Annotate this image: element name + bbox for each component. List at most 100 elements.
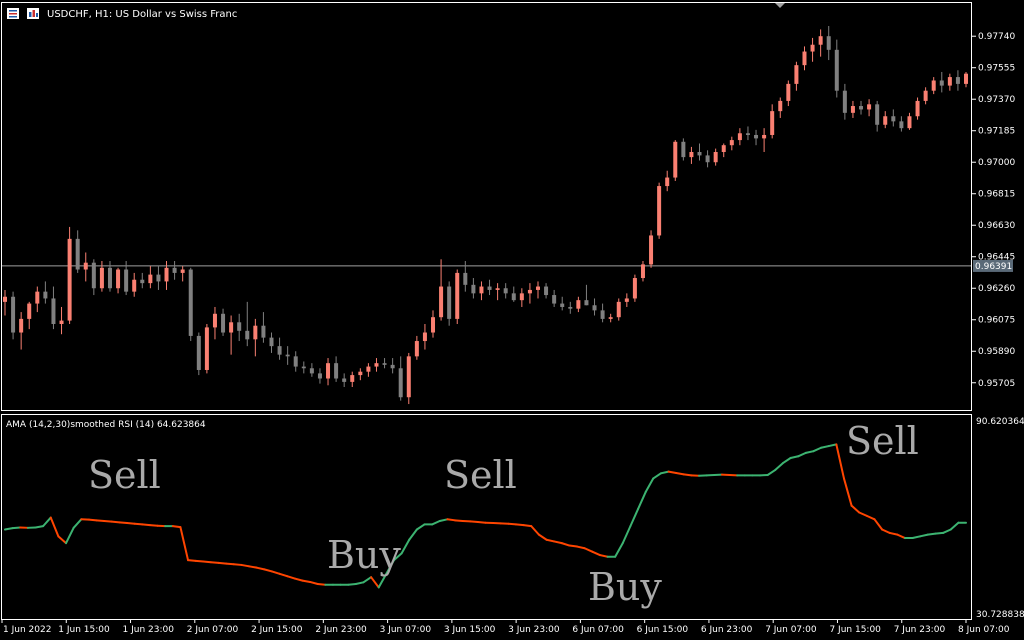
rsi-segment	[42, 516, 52, 528]
candle	[51, 286, 56, 330]
candle-body	[447, 286, 452, 319]
candle-body	[245, 330, 250, 340]
candle	[140, 272, 145, 289]
candle	[75, 230, 80, 273]
candle	[398, 356, 403, 401]
candle-body	[891, 116, 896, 122]
candle	[164, 260, 169, 290]
candle	[447, 281, 452, 326]
candle	[334, 356, 339, 382]
candle-body	[358, 371, 363, 376]
candle	[204, 324, 209, 374]
rsi-segment	[148, 524, 159, 527]
candle	[697, 143, 702, 161]
rsi-segment	[347, 583, 357, 586]
candle	[390, 358, 395, 374]
candle	[221, 308, 226, 336]
rsi-segment	[400, 538, 411, 555]
price-tick-label: 0.97185	[978, 127, 1015, 137]
candle	[382, 358, 387, 369]
candle	[172, 260, 177, 280]
candle-body	[535, 286, 540, 290]
candle-body	[915, 100, 920, 117]
rsi-segment	[255, 566, 266, 571]
price-tick-label: 0.97740	[978, 32, 1015, 42]
rsi-segment	[652, 472, 662, 480]
candle-body	[83, 262, 88, 270]
candle-body	[624, 298, 629, 302]
candle	[43, 281, 48, 304]
rsi-segment	[553, 540, 563, 545]
rsi-segment	[202, 560, 212, 564]
candle-body	[75, 238, 80, 270]
rsi-segment	[476, 521, 487, 524]
rsi-segment	[194, 559, 205, 563]
rsi-segment	[392, 552, 403, 562]
candle	[350, 371, 355, 388]
chart-type-icon[interactable]	[27, 8, 39, 19]
rsi-segment	[873, 518, 884, 531]
candle-body	[196, 335, 201, 370]
main-panel-border	[1, 2, 972, 411]
rsi-segment	[644, 477, 655, 494]
rsi-segment	[530, 525, 540, 536]
current-price-label: 0.96391	[975, 262, 1012, 272]
candle	[35, 286, 40, 313]
rsi-segment	[568, 544, 579, 548]
candle-body	[317, 373, 322, 379]
rsi-segment	[34, 525, 45, 529]
candle-body	[180, 269, 185, 273]
candle-body	[955, 77, 960, 84]
candle-body	[19, 318, 24, 333]
candle-body	[463, 272, 468, 285]
rsi-segment	[827, 443, 838, 448]
candle	[455, 269, 460, 325]
candle-body	[107, 267, 112, 289]
time-tick-label: 8 Jun 07:00	[958, 625, 1010, 635]
candle-body	[67, 238, 72, 321]
rsi-segment	[820, 445, 830, 449]
candle	[156, 266, 161, 290]
price-tick-label: 0.96815	[978, 190, 1015, 200]
rsi-segment	[926, 532, 937, 536]
candle-body	[778, 100, 783, 112]
candle-body	[99, 267, 104, 289]
candle	[67, 226, 72, 325]
rsi-segment	[507, 522, 518, 526]
indicator-title: AMA (14,2,30)smoothed RSI (14) 64.623864	[6, 420, 206, 430]
rsi-segment	[865, 514, 876, 521]
candles-group	[3, 25, 968, 405]
candle-body	[794, 65, 799, 84]
rsi-segment	[240, 563, 251, 568]
candle-body	[326, 363, 331, 379]
candle	[11, 291, 16, 340]
candle-body	[229, 322, 234, 333]
candle	[495, 283, 500, 301]
candle	[624, 293, 629, 307]
rsi-segment	[87, 518, 98, 522]
candle-body	[479, 286, 484, 294]
rsi-segment	[431, 520, 441, 526]
candle-body	[91, 262, 96, 289]
shift-marker-icon[interactable]	[775, 3, 785, 8]
list-icon[interactable]	[7, 8, 19, 19]
candle	[229, 315, 234, 355]
time-axis: 1 Jun 2022 1 Jun 15:00 1 Jun 23:00 2 Jun 07…	[1, 619, 1010, 635]
rsi-segment	[11, 526, 22, 530]
candle	[689, 146, 694, 164]
price-tick-label: 0.95890	[978, 347, 1015, 357]
candle	[713, 148, 718, 166]
candle-body	[132, 279, 137, 292]
candle	[116, 267, 121, 294]
indicator-bottom-value: 30.728838	[976, 610, 1024, 620]
candle	[511, 286, 516, 302]
candle	[261, 312, 266, 343]
candle-body	[737, 133, 742, 141]
candle	[859, 100, 864, 115]
candle-body	[124, 269, 129, 292]
candle	[212, 306, 217, 340]
candle-body	[600, 310, 605, 319]
candle	[124, 260, 129, 296]
candle-body	[770, 111, 775, 135]
candle-body	[834, 49, 839, 91]
